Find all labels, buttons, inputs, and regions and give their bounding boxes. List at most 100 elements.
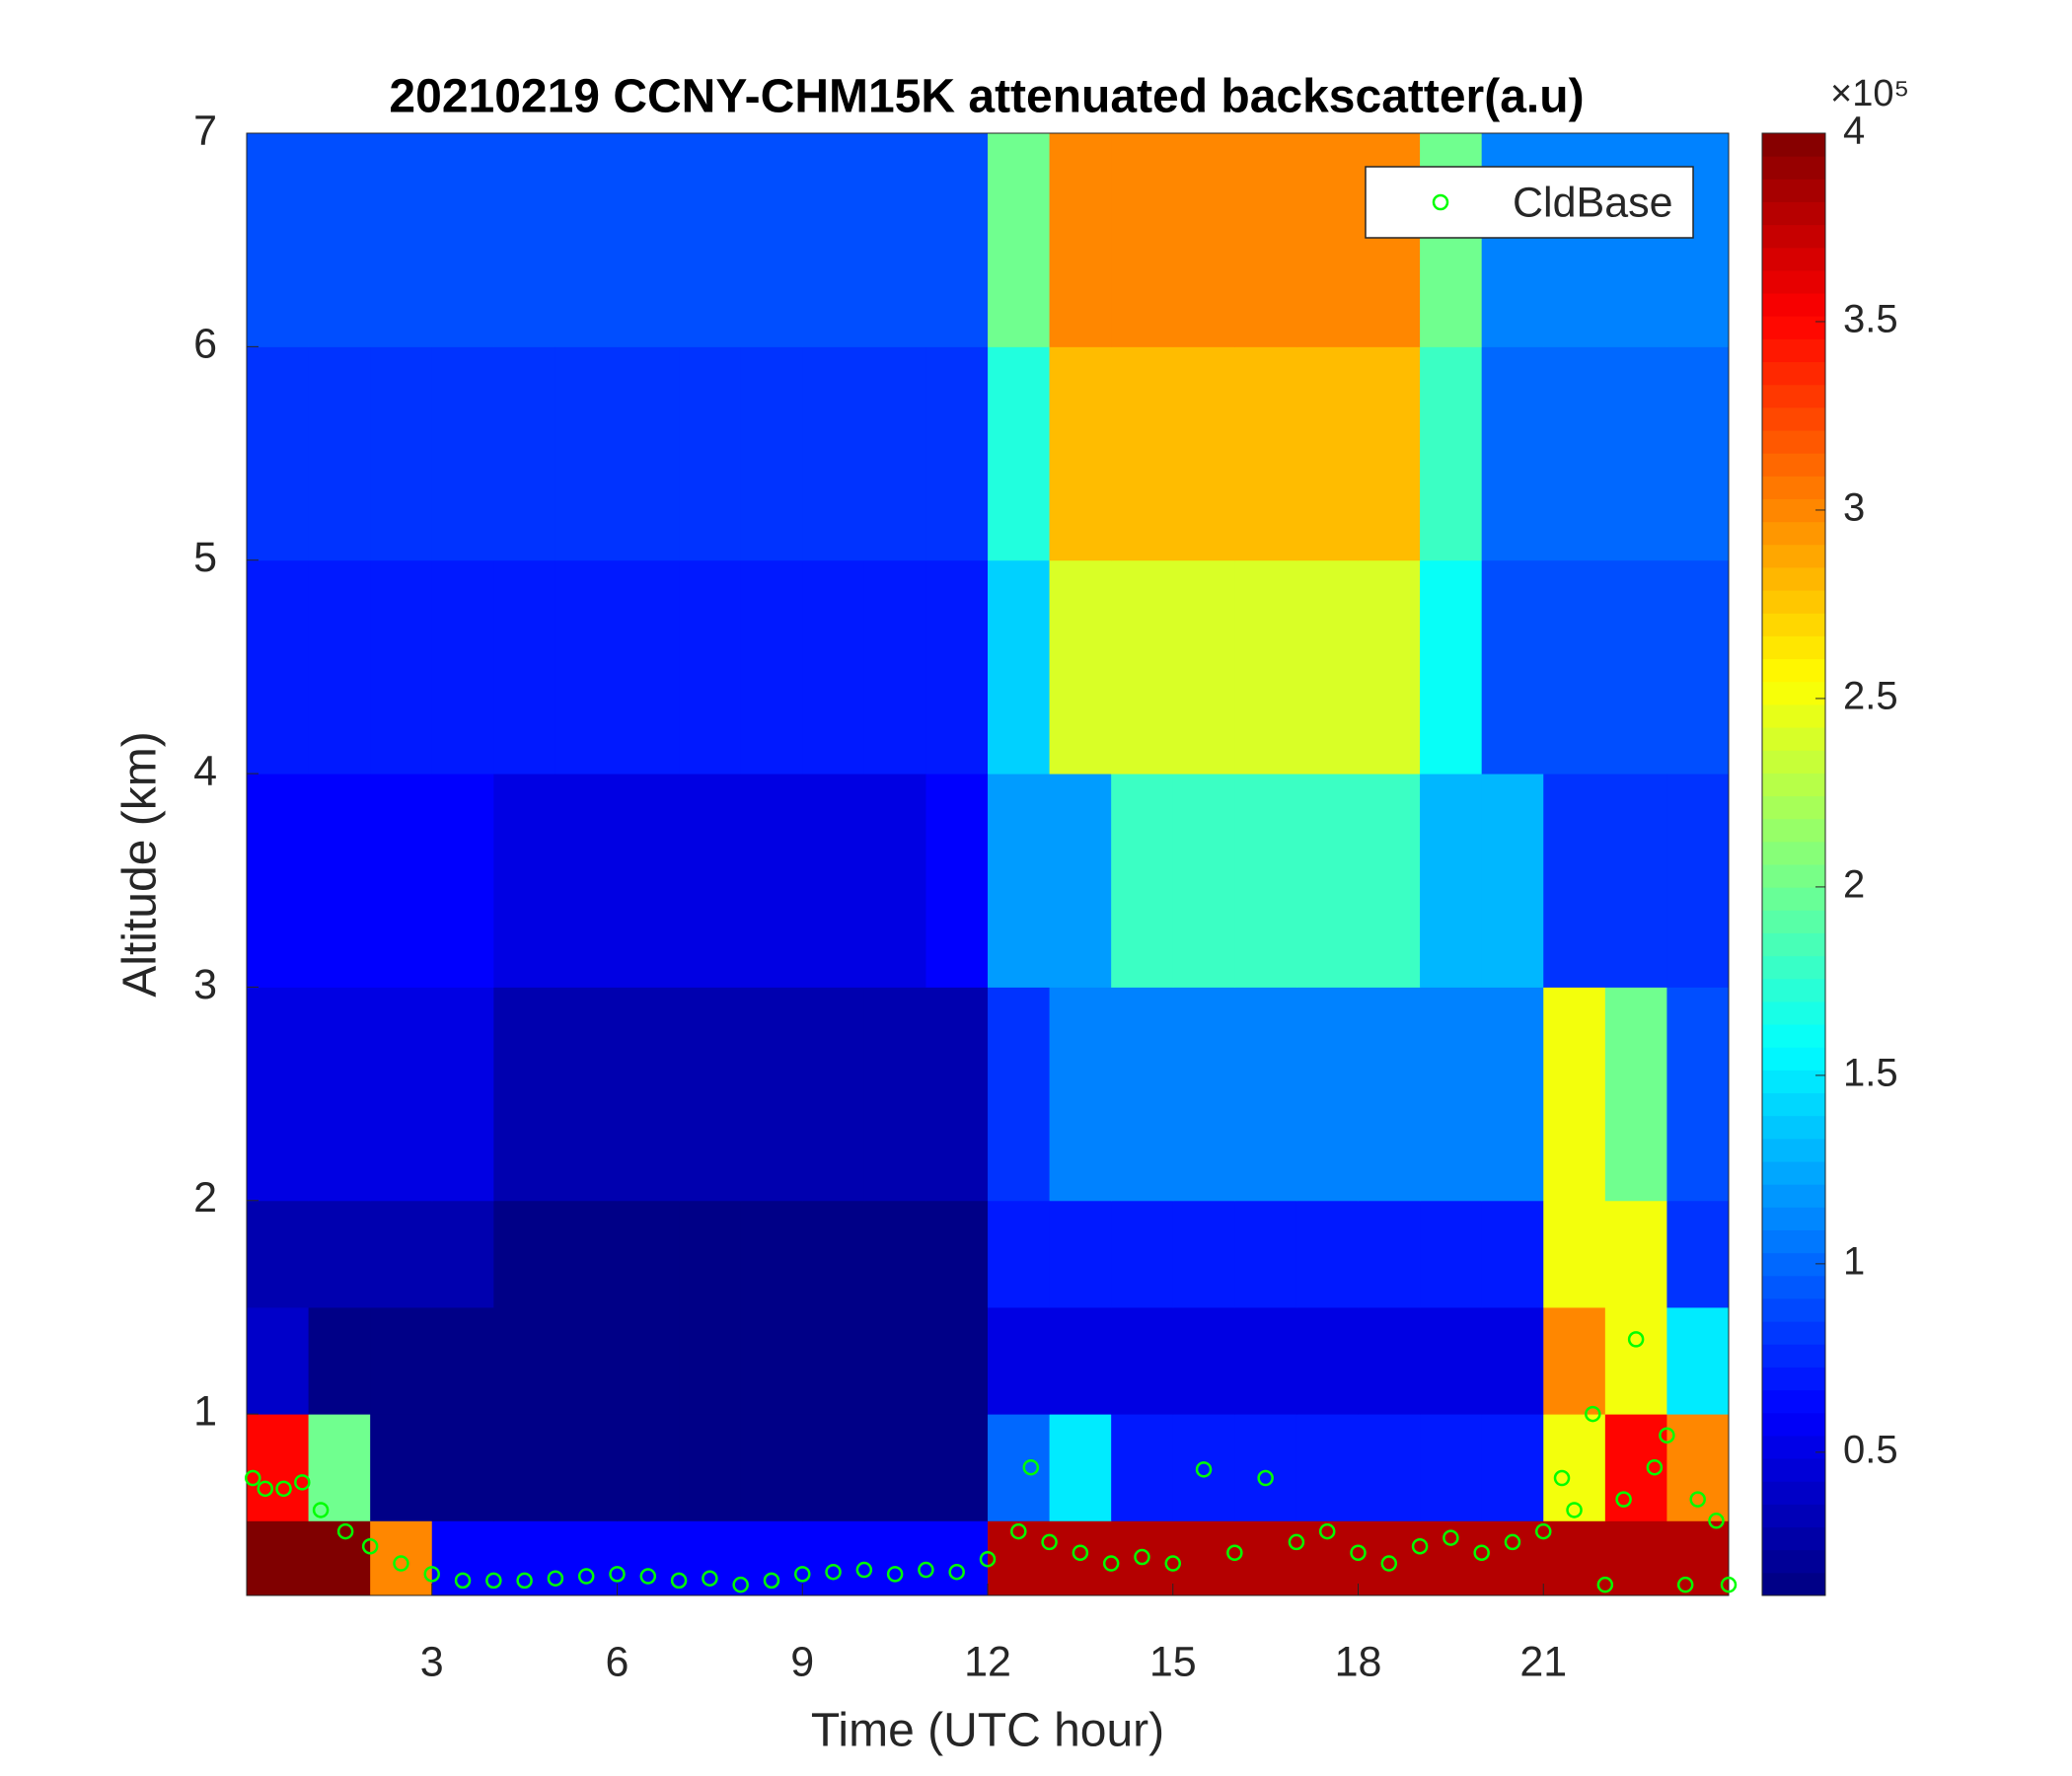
heatmap-cell bbox=[1604, 1306, 1667, 1415]
heatmap-cell bbox=[1234, 133, 1297, 347]
heatmap-cell bbox=[679, 987, 742, 1202]
heatmap-cell bbox=[863, 774, 926, 988]
colorbar-band bbox=[1762, 1161, 1825, 1185]
heatmap-cell bbox=[863, 1414, 926, 1521]
heatmap-cell bbox=[1111, 1414, 1174, 1521]
cloud-base-point bbox=[979, 1550, 997, 1568]
colorbar-band bbox=[1762, 1367, 1825, 1391]
heatmap-cell bbox=[617, 133, 680, 347]
heatmap-cell bbox=[1481, 1520, 1544, 1596]
colorbar-band bbox=[1762, 910, 1825, 933]
heatmap-cell bbox=[740, 1200, 803, 1308]
heatmap-cell bbox=[493, 559, 556, 775]
colorbar-band bbox=[1762, 1481, 1825, 1505]
heatmap-cell bbox=[1172, 346, 1235, 561]
colorbar-band bbox=[1762, 1092, 1825, 1117]
cloud-base-point bbox=[670, 1572, 688, 1590]
heatmap-cell bbox=[1172, 1200, 1235, 1308]
heatmap-cell bbox=[308, 133, 371, 347]
heatmap-cell bbox=[1543, 987, 1606, 1202]
heatmap-cell bbox=[1543, 133, 1606, 347]
heatmap-cell bbox=[1049, 559, 1112, 775]
colorbar-scale: ×10⁵ bbox=[1830, 73, 1909, 114]
heatmap-cell bbox=[802, 1520, 865, 1596]
colorbar-tick-label: 4 bbox=[1843, 110, 1865, 153]
cloud-base-point bbox=[1257, 1469, 1274, 1487]
cloud-base-point bbox=[948, 1563, 965, 1581]
colorbar-band bbox=[1762, 338, 1825, 363]
colorbar-band bbox=[1762, 201, 1825, 226]
heatmap-cell bbox=[1420, 774, 1483, 988]
heatmap-cell bbox=[617, 1200, 680, 1308]
heatmap-cell bbox=[617, 1306, 680, 1415]
cloud-base-point bbox=[1659, 1427, 1675, 1443]
heatmap-cell bbox=[988, 1520, 1051, 1596]
heatmap-cell bbox=[1543, 1306, 1606, 1415]
heatmap-cell bbox=[1543, 774, 1606, 988]
heatmap-cell bbox=[863, 1520, 926, 1596]
heatmap-cell bbox=[555, 1520, 618, 1596]
heatmap-cell bbox=[370, 559, 433, 775]
colorbar-band bbox=[1762, 1526, 1825, 1551]
heatmap-cell bbox=[1049, 346, 1112, 561]
x-tick-label: 21 bbox=[1519, 1638, 1567, 1685]
heatmap-cell bbox=[988, 987, 1051, 1202]
heatmap-cell bbox=[555, 1414, 618, 1521]
cloud-base-point bbox=[1072, 1544, 1089, 1561]
heatmap-cell bbox=[1295, 346, 1359, 561]
heatmap-cell bbox=[802, 559, 865, 775]
cloud-base-point bbox=[1596, 1576, 1614, 1593]
heatmap-cell bbox=[863, 1200, 926, 1308]
heatmap-cell bbox=[493, 1414, 556, 1521]
cloud-base-point bbox=[1615, 1491, 1632, 1508]
heatmap-cell bbox=[802, 1414, 865, 1521]
heatmap-cell bbox=[1481, 1200, 1544, 1308]
colorbar-band bbox=[1762, 887, 1825, 911]
cloud-base-point bbox=[1689, 1491, 1706, 1508]
heatmap-cell bbox=[1543, 1414, 1606, 1521]
heatmap-cell bbox=[1481, 1306, 1544, 1415]
heatmap-cell bbox=[431, 1200, 494, 1308]
heatmap-cell bbox=[925, 1414, 989, 1521]
heatmap-cell bbox=[1420, 1200, 1483, 1308]
cloud-base-point bbox=[245, 1469, 261, 1487]
heatmap-cell bbox=[493, 987, 556, 1202]
cloud-base-point bbox=[609, 1566, 626, 1583]
colorbar-band bbox=[1762, 613, 1825, 636]
heatmap-cell bbox=[308, 346, 371, 561]
colorbar-tick-label: 3.5 bbox=[1843, 298, 1898, 341]
colorbar-band bbox=[1762, 1138, 1825, 1162]
heatmap-cell bbox=[740, 774, 803, 988]
heatmap-cell bbox=[925, 346, 989, 561]
colorbar-band bbox=[1762, 407, 1825, 431]
colorbar-band bbox=[1762, 932, 1825, 957]
heatmap-cell bbox=[370, 1306, 433, 1415]
heatmap-cell bbox=[370, 133, 433, 347]
heatmap-cell bbox=[1543, 346, 1606, 561]
y-axis-label: Altitude (km) bbox=[114, 731, 167, 997]
heatmap-cell bbox=[1295, 1520, 1359, 1596]
colorbar-band bbox=[1762, 453, 1825, 477]
heatmap-cell bbox=[925, 1520, 989, 1596]
heatmap-cell bbox=[1111, 1306, 1174, 1415]
heatmap-cell bbox=[863, 1306, 926, 1415]
heatmap-cell bbox=[431, 559, 494, 775]
colorbar-band bbox=[1762, 544, 1825, 568]
heatmap-cell bbox=[1295, 1414, 1359, 1521]
heatmap-cell bbox=[1111, 346, 1174, 561]
cloud-base-point bbox=[485, 1572, 502, 1590]
heatmap-cell bbox=[1358, 559, 1421, 775]
cloud-base-point bbox=[732, 1576, 749, 1593]
y-tick-label: 3 bbox=[193, 961, 217, 1008]
heatmap-cell bbox=[802, 1200, 865, 1308]
heatmap-cell bbox=[1111, 133, 1174, 347]
colorbar-band bbox=[1762, 133, 1825, 157]
x-tick-label: 3 bbox=[420, 1638, 444, 1685]
colorbar-band bbox=[1762, 703, 1825, 728]
cloud-base-point bbox=[275, 1480, 292, 1498]
legend-label: CldBase bbox=[1513, 179, 1673, 226]
heatmap-cell bbox=[1295, 1200, 1359, 1308]
heatmap-cell bbox=[1666, 1200, 1730, 1308]
heatmap-cell bbox=[740, 133, 803, 347]
heatmap-cell bbox=[1049, 1520, 1112, 1596]
